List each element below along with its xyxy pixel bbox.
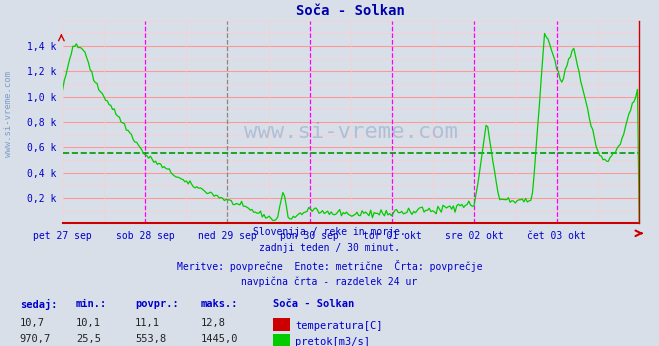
Text: 1445,0: 1445,0 [201,334,239,344]
Text: Meritve: povprečne  Enote: metrične  Črta: povprečje: Meritve: povprečne Enote: metrične Črta:… [177,260,482,272]
Text: min.:: min.: [76,299,107,309]
Text: maks.:: maks.: [201,299,239,309]
Title: Soča - Solkan: Soča - Solkan [297,4,405,18]
Text: zadnji teden / 30 minut.: zadnji teden / 30 minut. [259,243,400,253]
Text: pretok[m3/s]: pretok[m3/s] [295,337,370,346]
Text: temperatura[C]: temperatura[C] [295,321,383,331]
Text: 970,7: 970,7 [20,334,51,344]
Text: 10,7: 10,7 [20,318,45,328]
Text: 12,8: 12,8 [201,318,226,328]
Text: 10,1: 10,1 [76,318,101,328]
Text: 553,8: 553,8 [135,334,166,344]
Text: 25,5: 25,5 [76,334,101,344]
Text: 11,1: 11,1 [135,318,160,328]
Text: www.si-vreme.com: www.si-vreme.com [244,122,458,142]
Text: sedaj:: sedaj: [20,299,57,310]
Text: www.si-vreme.com: www.si-vreme.com [4,71,13,157]
Text: navpična črta - razdelek 24 ur: navpična črta - razdelek 24 ur [241,276,418,287]
Text: povpr.:: povpr.: [135,299,179,309]
Text: Slovenija / reke in morje.: Slovenija / reke in morje. [253,227,406,237]
Text: Soča - Solkan: Soča - Solkan [273,299,355,309]
